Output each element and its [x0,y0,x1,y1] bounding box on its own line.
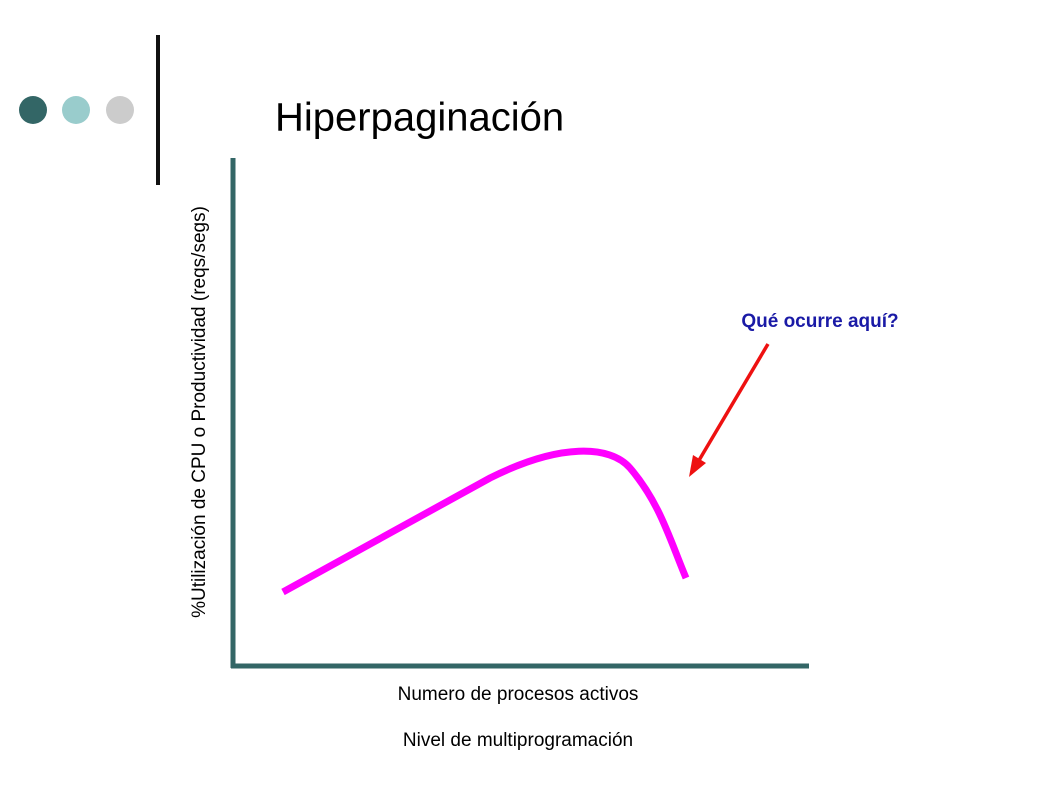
x-axis-label: Nivel de multiprogramación [403,730,633,751]
slide-title: Hiperpaginación [275,96,564,140]
arrow-shaft [696,343,770,463]
y-axis-label: %Utilización de CPU o Productividad (req… [189,206,210,618]
decor-dot [62,96,90,124]
x-axis-label: Numero de procesos activos [398,684,639,705]
decor-dot [106,96,134,124]
annotation: Qué ocurre aquí? [741,311,898,332]
decor-dot [19,96,47,124]
arrow-head [689,455,706,477]
curve [281,447,690,596]
